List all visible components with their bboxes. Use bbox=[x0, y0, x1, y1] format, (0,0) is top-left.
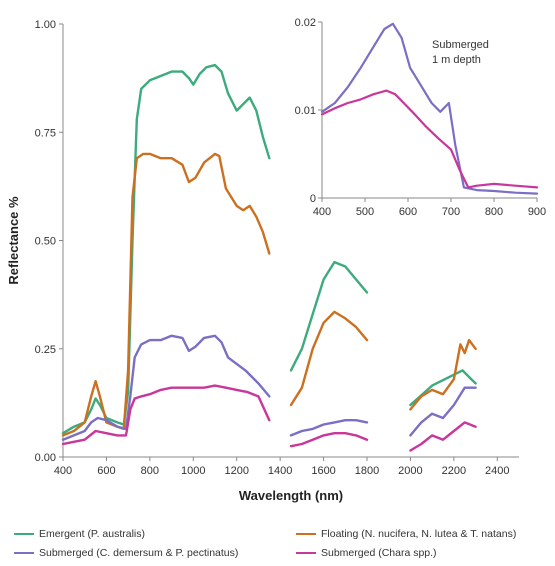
inset-y-tick-label: 0 bbox=[310, 193, 316, 205]
inset-x-tick-label: 800 bbox=[485, 206, 503, 218]
main-series-3-segment-2 bbox=[409, 421, 477, 452]
main-series-2-segment-0 bbox=[61, 334, 271, 441]
inset-y-tick-label: 0.02 bbox=[295, 17, 316, 29]
legend-swatch-floating bbox=[296, 533, 316, 535]
inset-y-tick-label: 0.01 bbox=[295, 105, 316, 117]
legend: Emergent (P. australis) Floating (N. nuc… bbox=[0, 522, 555, 566]
chart-canvas: 0.00 0.25 0.50 0.75 1.00 400 600 800 1000 1200 140… bbox=[6, 17, 546, 503]
main-x-tick-label: 1800 bbox=[355, 465, 379, 477]
legend-swatch-emergent bbox=[14, 533, 34, 535]
inset-title-line-1: 1 m depth bbox=[432, 54, 481, 66]
legend-item-floating: Floating (N. nucifera, N. lutea & T. nat… bbox=[296, 528, 516, 540]
main-x-axis-title: Wavelength (nm) bbox=[239, 488, 343, 503]
inset-x-tick-label: 400 bbox=[313, 206, 331, 218]
main-series-1-segment-0 bbox=[61, 152, 271, 437]
main-series-0-segment-1 bbox=[289, 260, 369, 372]
main-x-tick-label: 2200 bbox=[442, 465, 466, 477]
legend-item-emergent: Emergent (P. australis) bbox=[14, 528, 145, 540]
main-series-2-segment-1 bbox=[289, 419, 369, 437]
legend-label-submerged-cd: Submerged (C. demersum & P. pectinatus) bbox=[39, 547, 239, 559]
main-x-tick-label: 400 bbox=[54, 465, 72, 477]
main-series-0-segment-2 bbox=[409, 369, 477, 407]
main-x-tick-label: 1600 bbox=[311, 465, 335, 477]
inset-x-tick-label: 700 bbox=[442, 206, 460, 218]
main-x-tick-label: 1400 bbox=[268, 465, 292, 477]
main-x-tick-label: 600 bbox=[97, 465, 115, 477]
legend-label-emergent: Emergent (P. australis) bbox=[39, 528, 146, 540]
main-series-3-segment-1 bbox=[289, 432, 369, 448]
main-x-tick-label: 800 bbox=[141, 465, 159, 477]
inset-title-line-0: Submerged bbox=[432, 39, 489, 51]
legend-label-floating: Floating (N. nucifera, N. lutea & T. nat… bbox=[321, 528, 517, 540]
inset-background bbox=[322, 22, 537, 198]
inset-x-tick-label: 500 bbox=[356, 206, 374, 218]
legend-item-submerged-chara: Submerged (Chara spp.) bbox=[296, 547, 437, 559]
main-series-1-segment-1 bbox=[289, 310, 369, 407]
main-series-3-segment-0 bbox=[61, 384, 271, 446]
main-x-tick-label: 2000 bbox=[398, 465, 422, 477]
inset-series-0 bbox=[320, 22, 539, 195]
main-x-tick-label: 1000 bbox=[181, 465, 205, 477]
main-y-tick-label: 0.00 bbox=[35, 452, 56, 464]
legend-item-submerged-cd: Submerged (C. demersum & P. pectinatus) bbox=[14, 547, 238, 559]
main-y-tick-label: 0.75 bbox=[35, 127, 56, 139]
main-x-tick-label: 2400 bbox=[485, 465, 509, 477]
main-y-axis-title: Reflectance % bbox=[6, 196, 21, 285]
inset-x-tick-label: 900 bbox=[528, 206, 546, 218]
legend-swatch-submerged-cd bbox=[14, 552, 34, 554]
legend-label-submerged-chara: Submerged (Chara spp.) bbox=[321, 547, 437, 559]
main-series-1-segment-2 bbox=[409, 338, 477, 411]
inset-x-tick-label: 600 bbox=[399, 206, 417, 218]
main-series-0-segment-0 bbox=[61, 63, 271, 435]
main-y-tick-label: 0.50 bbox=[35, 236, 56, 248]
legend-swatch-submerged-chara bbox=[296, 552, 316, 554]
main-y-tick-label: 0.25 bbox=[35, 344, 56, 356]
inset-series-1 bbox=[320, 89, 539, 189]
main-y-tick-label: 1.00 bbox=[35, 19, 56, 31]
main-series-2-segment-2 bbox=[409, 386, 477, 437]
main-x-tick-label: 1200 bbox=[224, 465, 248, 477]
